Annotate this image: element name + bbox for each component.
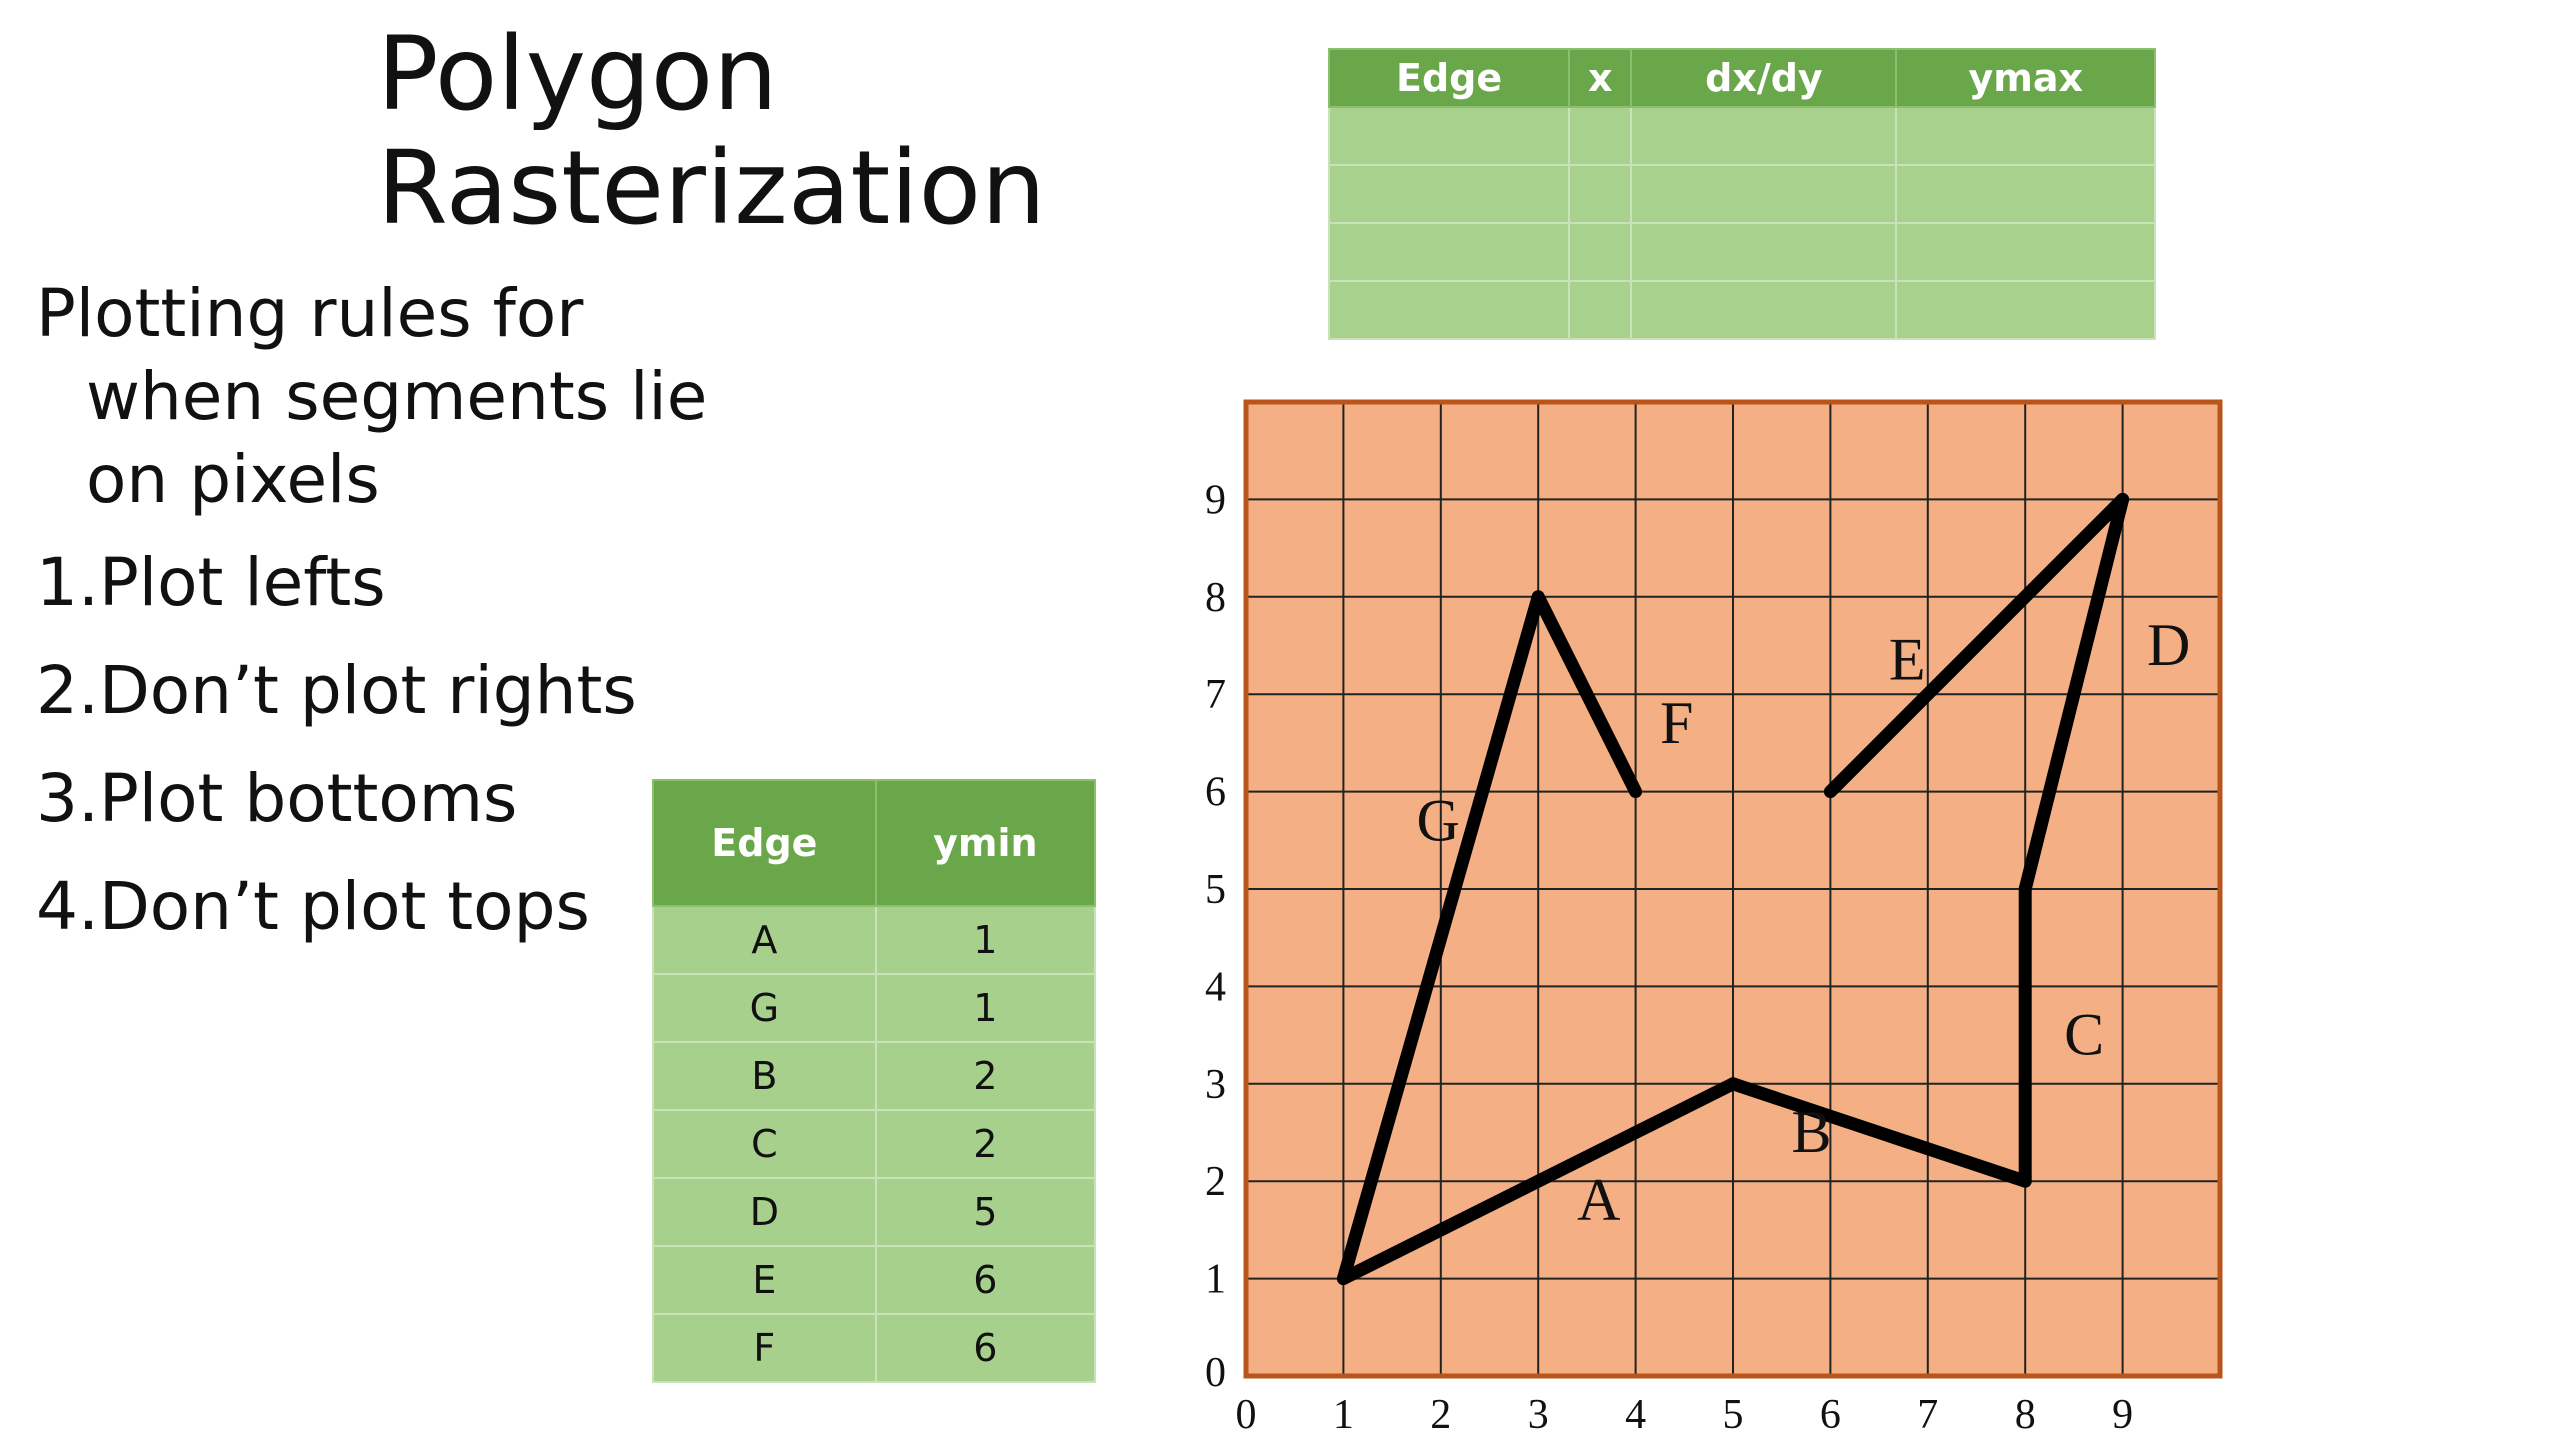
y-tick-label: 0	[1205, 1350, 1226, 1396]
table-row	[1327, 164, 2156, 224]
table-row: B 2	[652, 1041, 1097, 1111]
edge-label-b: B	[1791, 1099, 1831, 1165]
x-tick-label: 5	[1723, 1392, 1744, 1438]
x-tick-label: 4	[1625, 1392, 1646, 1438]
header-ymax: ymax	[1895, 48, 2156, 108]
x-tick-label: 8	[2015, 1392, 2036, 1438]
title-line-2: Rasterization	[377, 129, 1046, 248]
polygon-edge-g	[1336, 590, 1545, 1286]
edge-cell: E	[652, 1245, 877, 1315]
table-row	[1327, 280, 2156, 340]
table-row: A 1	[652, 905, 1097, 975]
table-cell	[1568, 164, 1633, 224]
edge-cell: C	[652, 1109, 877, 1179]
header-edge: Edge	[652, 779, 877, 907]
header-ymin: ymin	[874, 779, 1097, 907]
ymin-cell: 5	[874, 1177, 1097, 1247]
title-line-1: Polygon	[377, 15, 778, 134]
table-header-row: Edge ymin	[652, 779, 1097, 907]
edge-cell: B	[652, 1041, 877, 1111]
header-edge: Edge	[1327, 48, 1571, 108]
y-tick-label: 1	[1205, 1257, 1226, 1303]
edge-label-d: D	[2147, 612, 2190, 678]
edge-cell: A	[652, 905, 877, 975]
x-tick-label: 0	[1236, 1392, 1257, 1438]
edge-label-a: A	[1577, 1167, 1620, 1233]
ymin-cell: 2	[874, 1041, 1097, 1111]
grid-border	[1243, 399, 2223, 1379]
x-tick-label: 9	[2112, 1392, 2133, 1438]
polygon-edge-b	[1726, 1077, 2032, 1188]
ymin-cell: 2	[874, 1109, 1097, 1179]
polygon-edge-f	[1531, 590, 1643, 799]
table-row: D 5	[652, 1177, 1097, 1247]
table-row	[1327, 222, 2156, 282]
ymin-cell: 6	[874, 1313, 1097, 1383]
table-cell	[1895, 106, 2156, 166]
y-tick-label: 5	[1205, 867, 1226, 913]
table-cell	[1327, 106, 1571, 166]
x-tick-label: 7	[1917, 1392, 1938, 1438]
table-row: C 2	[652, 1109, 1097, 1179]
table-row: F 6	[652, 1313, 1097, 1383]
table-cell	[1327, 280, 1571, 340]
table-row	[1327, 106, 2156, 166]
y-tick-label: 6	[1205, 770, 1226, 816]
polygon-edge-a	[1336, 1077, 1740, 1286]
table-cell	[1630, 280, 1898, 340]
edge-cell: F	[652, 1313, 877, 1383]
ymin-cell: 1	[874, 973, 1097, 1043]
table-cell	[1327, 222, 1571, 282]
x-tick-label: 1	[1333, 1392, 1354, 1438]
edge-cell: D	[652, 1177, 877, 1247]
y-tick-label: 8	[1205, 575, 1226, 621]
active-edge-table: Edge x dx/dy ymax	[1327, 48, 2156, 340]
table-cell	[1568, 222, 1633, 282]
rule-dont-plot-tops: 4.Don’t plot tops	[36, 868, 590, 945]
table-cell	[1895, 222, 2156, 282]
edge-label-g: G	[1416, 787, 1459, 853]
header-x: x	[1568, 48, 1633, 108]
y-tick-label: 9	[1205, 477, 1226, 523]
intro-line-2: when segments lie	[86, 358, 708, 435]
intro-line-3: on pixels	[86, 441, 380, 518]
page-title: Polygon Rasterization	[377, 18, 1046, 246]
intro-line-1: Plotting rules for	[36, 275, 584, 352]
edge-label-f: F	[1660, 690, 1693, 756]
table-cell	[1895, 280, 2156, 340]
y-tick-label: 7	[1205, 672, 1226, 718]
y-tick-label: 3	[1205, 1062, 1226, 1108]
table-cell	[1568, 280, 1633, 340]
x-tick-label: 2	[1430, 1392, 1451, 1438]
y-tick-label: 4	[1205, 964, 1226, 1010]
x-tick-label: 3	[1528, 1392, 1549, 1438]
table-cell	[1630, 164, 1898, 224]
edge-label-c: C	[2064, 1002, 2104, 1068]
table-cell	[1568, 106, 1633, 166]
polygon-edge-e	[1823, 492, 2130, 799]
table-cell	[1630, 106, 1898, 166]
header-dxdy: dx/dy	[1630, 48, 1898, 108]
table-row: E 6	[652, 1245, 1097, 1315]
table-cell	[1630, 222, 1898, 282]
ymin-cell: 6	[874, 1245, 1097, 1315]
polygon-edge-d	[2018, 492, 2130, 896]
edge-cell: G	[652, 973, 877, 1043]
rule-dont-plot-rights: 2.Don’t plot rights	[36, 652, 637, 729]
table-row: G 1	[652, 973, 1097, 1043]
y-tick-label: 2	[1205, 1159, 1226, 1205]
rule-plot-bottoms: 3.Plot bottoms	[36, 760, 518, 837]
table-cell	[1327, 164, 1571, 224]
rules-list: Plotting rules for when segments lie on …	[36, 272, 716, 969]
table-header-row: Edge x dx/dy ymax	[1327, 48, 2156, 108]
x-tick-label: 6	[1820, 1392, 1841, 1438]
table-cell	[1895, 164, 2156, 224]
ymin-cell: 1	[874, 905, 1097, 975]
edge-label-e: E	[1889, 627, 1926, 693]
edge-ymin-table: Edge ymin A 1 G 1 B 2 C 2 D 5 E 6 F	[652, 779, 1097, 1383]
rule-plot-lefts: 1.Plot lefts	[36, 544, 386, 621]
intro-text: Plotting rules for when segments lie on …	[36, 272, 716, 521]
